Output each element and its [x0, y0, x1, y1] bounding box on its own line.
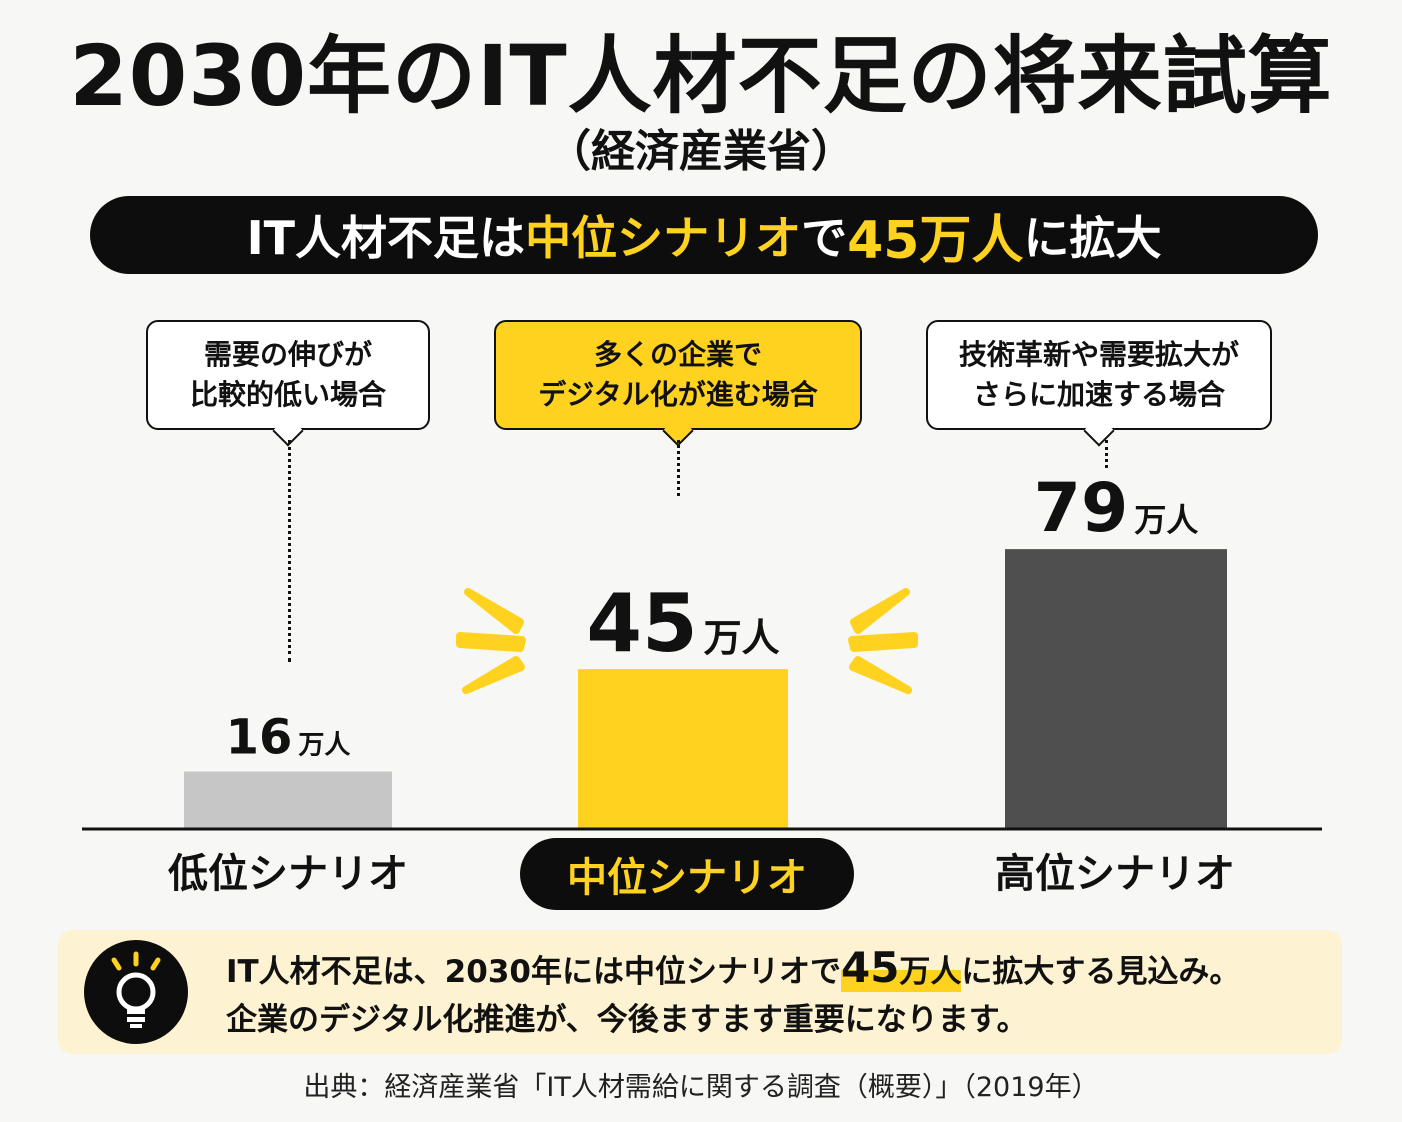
- connector-line-high: [1105, 440, 1108, 468]
- summary-box: [58, 930, 1342, 1054]
- summary-text: IT人材不足は、2030年には中位シナリオで45万人に拡大する見込み。 企業のデ…: [226, 943, 1241, 1044]
- highlight-burst-3: [850, 588, 910, 634]
- headline-highlight-number: 45万人: [847, 210, 1024, 271]
- bubble-mid-line2: デジタル化が進む場合: [538, 378, 818, 411]
- summary-line-2: 企業のデジタル化推進が、今後ますます重要になります。: [226, 1002, 1028, 1038]
- bubble-high-line1: 技術革新や需要拡大が: [958, 338, 1239, 371]
- bubble-mid-line1: 多くの企業で: [593, 338, 762, 371]
- category-label-high: 高位シナリオ: [995, 851, 1235, 897]
- source-citation: 出典：経済産業省「IT人材需給に関する調査（概要）」（2019年）: [303, 1072, 1099, 1103]
- headline-text-2: で: [801, 211, 848, 265]
- highlight-burst-0: [464, 588, 524, 634]
- headline-highlight-scenario: 中位シナリオ: [525, 211, 802, 265]
- highlight-burst-5: [849, 656, 912, 694]
- summary-unit: 万人: [899, 954, 962, 990]
- connector-line-mid: [677, 440, 680, 496]
- bar-value-label-2: 79 万人: [1034, 469, 1199, 548]
- page-subtitle: （経済産業省）: [547, 126, 855, 177]
- lightbulb-icon: [84, 940, 188, 1044]
- bar-0: [184, 771, 392, 828]
- headline-text-1: IT人材不足は: [246, 211, 526, 265]
- bar-1: [578, 669, 788, 828]
- bar-value-label-0: 16 万人: [226, 710, 351, 766]
- highlight-burst-4: [848, 632, 918, 652]
- category-label-mid: 中位シナリオ: [520, 838, 854, 910]
- headline-text-3: に拡大: [1023, 211, 1162, 265]
- highlight-burst-2: [462, 656, 525, 694]
- summary-line-1a: IT人材不足は、2030年には中位シナリオで: [226, 954, 841, 990]
- bubble-low-line1: 需要の伸びが: [203, 338, 372, 371]
- summary-number: 45: [840, 943, 900, 992]
- bar-2: [1005, 549, 1227, 828]
- scenario-bubble-high: 技術革新や需要拡大が さらに加速する場合: [926, 320, 1272, 430]
- bar-value-label-1: 45 万人: [586, 577, 779, 670]
- summary-highlight: 45万人: [840, 943, 962, 992]
- category-label-low: 低位シナリオ: [168, 851, 408, 897]
- scenario-bubble-low: 需要の伸びが 比較的低い場合: [146, 320, 430, 430]
- connector-line-low: [288, 440, 291, 662]
- highlight-burst-1: [456, 632, 526, 652]
- page-title: 2030年のIT人材不足の将来試算: [69, 27, 1333, 125]
- headline-banner: IT人材不足は 中位シナリオ で 45万人 に拡大: [90, 196, 1318, 274]
- bubble-low-line2: 比較的低い場合: [189, 378, 386, 411]
- summary-line-1b: に拡大する見込み。: [961, 954, 1241, 990]
- bubble-high-line2: さらに加速する場合: [972, 378, 1225, 411]
- summary-line-1: IT人材不足は、2030年には中位シナリオで45万人に拡大する見込み。: [226, 943, 1241, 996]
- scenario-bubble-mid: 多くの企業で デジタル化が進む場合: [494, 320, 862, 430]
